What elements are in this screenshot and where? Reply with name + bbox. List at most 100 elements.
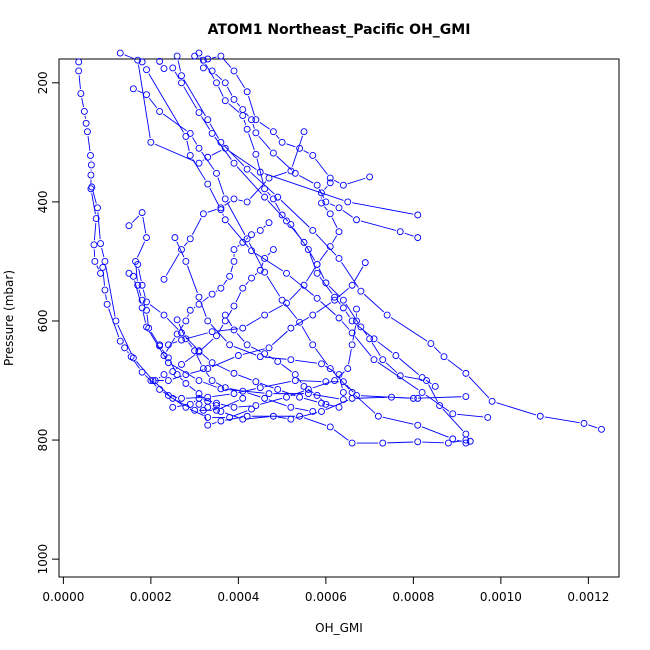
data-series <box>134 260 343 411</box>
series-segment <box>258 135 271 150</box>
series-segment <box>433 346 442 354</box>
series-segment <box>184 335 197 348</box>
data-point <box>90 241 98 249</box>
data-point <box>103 300 111 308</box>
series-segment <box>245 281 249 286</box>
series-segment <box>291 135 304 167</box>
data-point <box>173 52 181 60</box>
data-point <box>431 383 439 390</box>
series-segment <box>312 381 331 389</box>
series-segment <box>256 158 264 185</box>
data-point <box>283 393 290 401</box>
data-point <box>195 293 203 301</box>
series-segment <box>281 390 296 397</box>
data-point <box>248 274 255 282</box>
data-point <box>77 90 85 97</box>
data-point <box>248 405 255 413</box>
series-segment <box>177 60 181 72</box>
data-point <box>261 311 269 319</box>
data-point <box>322 198 330 206</box>
data-point <box>296 393 304 401</box>
data-point <box>87 171 95 179</box>
data-point <box>278 211 286 219</box>
data-point <box>217 52 225 60</box>
data-point <box>287 167 295 175</box>
data-point <box>370 335 378 343</box>
series-segment <box>202 338 214 350</box>
data-point <box>169 403 177 411</box>
data-series <box>171 234 347 396</box>
data-point <box>383 311 391 319</box>
data-point <box>265 174 273 182</box>
data-point <box>138 296 146 304</box>
series-segment <box>172 375 182 380</box>
series-segment <box>81 97 84 108</box>
data-point <box>361 259 369 267</box>
data-point <box>313 260 321 268</box>
series-segment <box>205 371 210 378</box>
series-segment <box>347 177 366 185</box>
data-point <box>339 378 347 386</box>
data-point <box>331 377 339 384</box>
data-point <box>353 216 360 224</box>
data-point <box>147 138 155 146</box>
data-point <box>230 403 238 411</box>
data-point <box>243 198 251 206</box>
data-point <box>414 438 422 446</box>
data-point <box>171 234 179 242</box>
series-segment <box>209 187 220 206</box>
series-segment <box>248 133 255 151</box>
series-segment <box>331 217 338 228</box>
data-point <box>261 193 269 201</box>
series-segment <box>230 265 234 273</box>
data-point <box>186 400 194 408</box>
series-segment <box>212 56 217 59</box>
series-segment <box>202 353 210 360</box>
series-segment <box>238 388 256 394</box>
data-point <box>213 79 220 87</box>
data-point <box>195 394 203 402</box>
data-point <box>199 406 207 414</box>
series-segment <box>301 325 311 342</box>
data-point <box>226 341 234 349</box>
series-segment <box>228 103 240 113</box>
data-point <box>125 269 133 277</box>
data-point <box>414 234 422 242</box>
data-series <box>195 49 422 242</box>
series-segment <box>215 73 223 81</box>
data-point <box>178 72 185 80</box>
series-segment <box>377 361 419 391</box>
data-point <box>335 371 343 379</box>
series-segment <box>345 303 359 324</box>
data-point <box>370 356 378 364</box>
series-segment <box>264 380 291 388</box>
data-point <box>339 388 347 396</box>
data-point <box>186 129 194 137</box>
data-point <box>156 57 164 65</box>
data-series <box>191 52 439 390</box>
data-point <box>462 436 470 444</box>
series-segment <box>346 384 354 393</box>
series-segment <box>390 317 428 342</box>
data-point <box>217 204 225 212</box>
data-point <box>116 337 124 345</box>
data-point <box>186 306 194 314</box>
data-point <box>199 64 207 72</box>
series-segment <box>428 384 438 402</box>
data-point <box>484 413 492 421</box>
series-segment <box>442 408 464 432</box>
series-segment <box>220 403 230 407</box>
data-point <box>309 341 317 349</box>
series-segment <box>224 201 231 206</box>
series-segment <box>138 289 142 296</box>
data-point <box>243 412 251 420</box>
data-point <box>243 235 251 243</box>
x-axis: 0.0000 0.0002 0.0004 0.0006 0.0008 0.0010 0.00… <box>42 577 609 604</box>
data-point <box>256 384 264 392</box>
data-point <box>335 255 343 262</box>
data-point <box>230 67 238 75</box>
series-segment <box>223 279 228 285</box>
series-segment <box>352 325 357 341</box>
series-segment <box>211 408 217 411</box>
